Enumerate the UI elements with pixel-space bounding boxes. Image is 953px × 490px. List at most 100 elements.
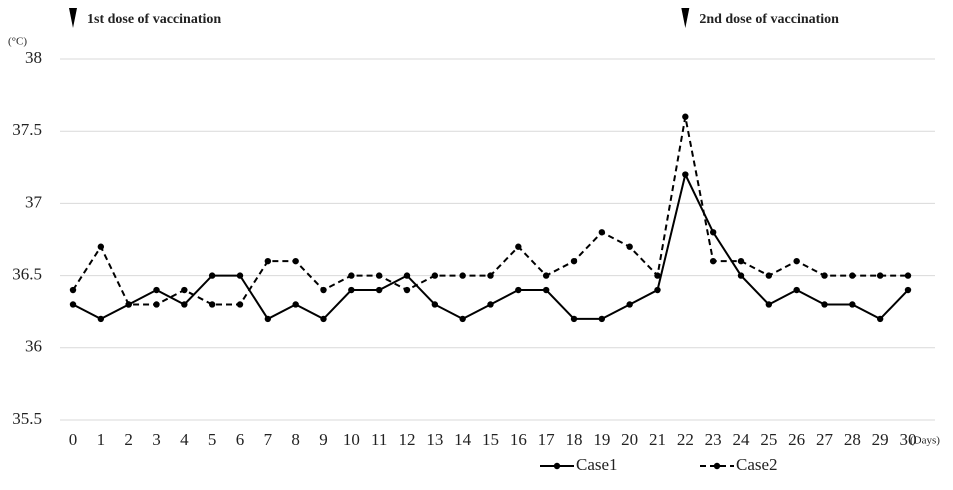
legend-swatch	[553, 462, 561, 470]
annotation-marker	[69, 8, 77, 28]
point	[431, 272, 439, 279]
x-tick-label: 0	[69, 430, 78, 449]
point	[348, 272, 355, 279]
x-tick-label: 20	[621, 430, 638, 449]
y-tick-label: 38	[25, 48, 42, 67]
annotation-marker	[681, 8, 690, 28]
point	[765, 301, 773, 308]
point	[626, 243, 633, 250]
x-tick-label: 26	[788, 430, 805, 449]
x-tick-label: 1	[97, 430, 106, 449]
x-tick-label: 24	[733, 430, 751, 449]
point	[570, 257, 578, 265]
x-tick-label: 9	[319, 430, 328, 449]
point	[236, 272, 244, 279]
point	[69, 301, 77, 308]
point	[403, 272, 411, 279]
x-tick-label: 16	[510, 430, 527, 449]
point	[904, 286, 912, 294]
point	[793, 286, 800, 294]
legend-swatch	[713, 462, 721, 470]
x-tick-label: 19	[593, 430, 610, 449]
point	[793, 257, 800, 265]
point	[737, 272, 745, 279]
point	[821, 301, 828, 308]
point	[709, 257, 717, 265]
point	[515, 243, 522, 250]
x-tick-label: 12	[399, 430, 416, 449]
point	[153, 286, 160, 294]
x-tick-label: 17	[538, 430, 556, 449]
point	[181, 286, 188, 294]
x-tick-label: 10	[343, 430, 360, 449]
x-tick-label: 27	[816, 430, 834, 449]
point	[849, 272, 856, 279]
point	[876, 272, 884, 279]
x-tick-label: 29	[872, 430, 889, 449]
x-tick-label: 11	[371, 430, 387, 449]
point	[97, 315, 105, 323]
point	[904, 272, 912, 279]
point	[292, 301, 299, 308]
x-tick-label: 28	[844, 430, 861, 449]
point	[459, 315, 466, 323]
point	[69, 286, 77, 294]
point	[431, 301, 439, 308]
point	[487, 272, 494, 279]
x-tick-label: 2	[124, 430, 133, 449]
point	[264, 257, 272, 265]
y-tick-label: 37.5	[12, 120, 42, 139]
point	[626, 301, 633, 308]
x-tick-label: 13	[426, 430, 443, 449]
annotation: 1st dose of vaccination	[87, 12, 221, 27]
point	[654, 286, 661, 294]
x-tick-label: 14	[454, 430, 472, 449]
legend-label: Case2	[736, 455, 778, 474]
x-tick-label: 18	[566, 430, 583, 449]
point	[292, 257, 299, 265]
x-tick-label: 3	[152, 430, 161, 449]
point	[181, 301, 188, 308]
x-tick-label: 7	[264, 430, 273, 449]
point	[487, 301, 494, 308]
point	[598, 315, 606, 323]
point	[765, 272, 773, 279]
y-axis-label: (°C)	[8, 36, 27, 48]
point	[515, 286, 522, 294]
point	[97, 243, 105, 250]
point	[654, 272, 661, 279]
point	[542, 286, 550, 294]
point	[125, 301, 132, 308]
point	[682, 113, 689, 120]
point	[709, 229, 717, 236]
point	[320, 286, 327, 294]
legend-label: Case1	[576, 455, 618, 474]
x-tick-label: 5	[208, 430, 217, 449]
point	[598, 229, 606, 236]
x-axis-label: (Days)	[910, 435, 940, 447]
annotation: 2nd dose of vaccination	[699, 12, 839, 27]
y-tick-label: 35.5	[12, 409, 42, 428]
point	[849, 301, 856, 308]
point	[208, 272, 216, 279]
point	[348, 286, 355, 294]
point	[682, 171, 689, 178]
point	[570, 315, 578, 323]
point	[208, 301, 216, 308]
x-tick-label: 22	[677, 430, 694, 449]
x-tick-label: 6	[236, 430, 245, 449]
y-tick-label: 37	[25, 192, 43, 211]
x-tick-label: 23	[705, 430, 722, 449]
x-tick-label: 8	[291, 430, 300, 449]
x-tick-label: 4	[180, 430, 189, 449]
point	[459, 272, 466, 279]
x-tick-label: 21	[649, 430, 666, 449]
point	[375, 286, 383, 294]
point	[821, 272, 828, 279]
x-tick-label: 25	[760, 430, 777, 449]
point	[236, 301, 244, 308]
point	[737, 257, 745, 265]
point	[403, 286, 411, 294]
y-tick-label: 36.5	[12, 265, 42, 284]
